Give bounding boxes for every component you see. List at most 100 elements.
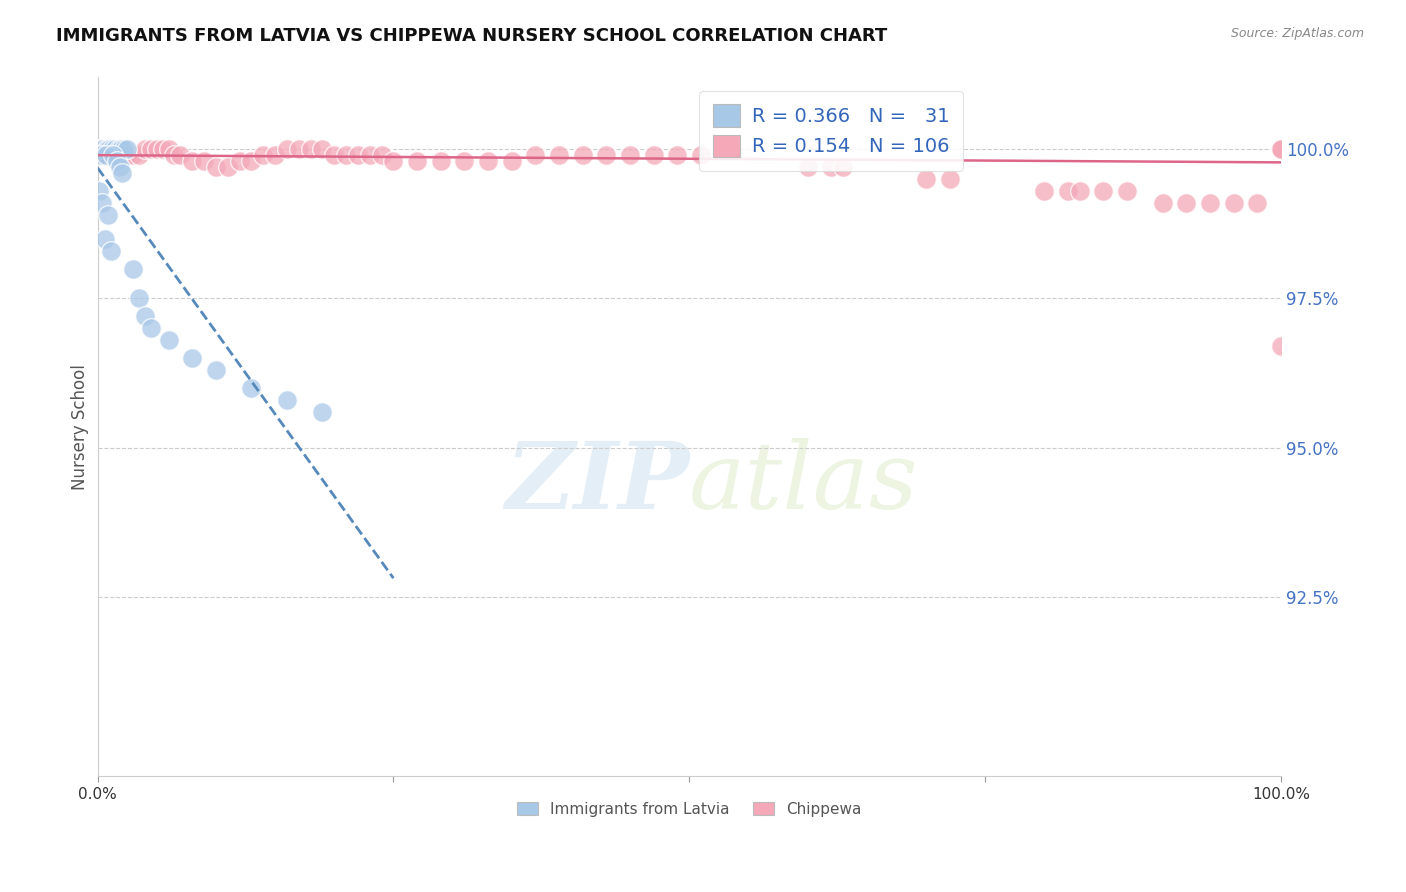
Point xyxy=(94,148,117,162)
Point xyxy=(108,142,131,156)
Point xyxy=(1270,142,1292,156)
Point xyxy=(1270,142,1292,156)
Point xyxy=(98,142,121,156)
Point xyxy=(1246,195,1268,210)
Point xyxy=(1270,142,1292,156)
Point xyxy=(1270,142,1292,156)
Point xyxy=(181,351,204,365)
Point xyxy=(1270,142,1292,156)
Point xyxy=(1270,142,1292,156)
Point xyxy=(240,381,263,395)
Point xyxy=(1033,184,1056,198)
Point xyxy=(1270,142,1292,156)
Point xyxy=(157,142,180,156)
Point xyxy=(571,148,593,162)
Point xyxy=(122,148,145,162)
Point xyxy=(1270,142,1292,156)
Point xyxy=(108,160,131,174)
Point xyxy=(323,148,346,162)
Point xyxy=(548,148,571,162)
Point xyxy=(228,154,250,169)
Point xyxy=(91,195,114,210)
Point xyxy=(429,154,451,169)
Point xyxy=(1270,142,1292,156)
Point xyxy=(217,160,239,174)
Point xyxy=(128,148,150,162)
Point xyxy=(163,148,186,162)
Point xyxy=(104,142,127,156)
Point xyxy=(90,142,112,156)
Point xyxy=(1270,142,1292,156)
Point xyxy=(1270,142,1292,156)
Point xyxy=(347,148,370,162)
Point xyxy=(1270,142,1292,156)
Point xyxy=(1270,142,1292,156)
Point xyxy=(93,232,115,246)
Point xyxy=(1270,142,1292,156)
Point xyxy=(370,148,392,162)
Point xyxy=(690,148,713,162)
Point xyxy=(311,405,333,419)
Point xyxy=(1116,184,1139,198)
Point xyxy=(139,142,162,156)
Point xyxy=(89,142,111,156)
Point xyxy=(1270,142,1292,156)
Point xyxy=(1199,195,1222,210)
Point xyxy=(1270,142,1292,156)
Text: ZIP: ZIP xyxy=(505,438,689,528)
Point xyxy=(1270,142,1292,156)
Point xyxy=(108,142,131,156)
Point xyxy=(477,154,499,169)
Point xyxy=(1270,142,1292,156)
Point xyxy=(100,142,122,156)
Point xyxy=(1270,142,1292,156)
Point xyxy=(104,142,127,156)
Point xyxy=(240,154,263,169)
Point xyxy=(112,142,135,156)
Point xyxy=(128,292,150,306)
Point xyxy=(1270,142,1292,156)
Point xyxy=(287,142,309,156)
Point xyxy=(1057,184,1080,198)
Point xyxy=(299,142,322,156)
Point xyxy=(820,160,842,174)
Point xyxy=(1270,142,1292,156)
Point xyxy=(1092,184,1115,198)
Point xyxy=(406,154,429,169)
Point xyxy=(1069,184,1091,198)
Point xyxy=(1270,339,1292,353)
Point xyxy=(1270,142,1292,156)
Point xyxy=(157,333,180,347)
Point xyxy=(1270,142,1292,156)
Point xyxy=(1270,142,1292,156)
Point xyxy=(1270,142,1292,156)
Point xyxy=(1270,142,1292,156)
Point xyxy=(1270,142,1292,156)
Point xyxy=(276,392,298,407)
Point xyxy=(1270,142,1292,156)
Point xyxy=(1270,142,1292,156)
Legend: Immigrants from Latvia, Chippewa: Immigrants from Latvia, Chippewa xyxy=(509,794,869,824)
Point xyxy=(101,148,124,162)
Point xyxy=(938,172,960,186)
Point xyxy=(115,142,138,156)
Text: Source: ZipAtlas.com: Source: ZipAtlas.com xyxy=(1230,27,1364,40)
Point xyxy=(134,310,156,324)
Point xyxy=(382,154,405,169)
Point xyxy=(1270,142,1292,156)
Point xyxy=(139,321,162,335)
Point xyxy=(264,148,287,162)
Point xyxy=(1270,142,1292,156)
Point xyxy=(93,148,115,162)
Point xyxy=(1270,142,1292,156)
Point xyxy=(87,142,110,156)
Point xyxy=(524,148,547,162)
Point xyxy=(110,142,132,156)
Point xyxy=(666,148,689,162)
Point xyxy=(205,363,228,377)
Point xyxy=(1270,142,1292,156)
Point xyxy=(122,261,145,276)
Point xyxy=(90,148,112,162)
Point xyxy=(1152,195,1174,210)
Point xyxy=(1270,142,1292,156)
